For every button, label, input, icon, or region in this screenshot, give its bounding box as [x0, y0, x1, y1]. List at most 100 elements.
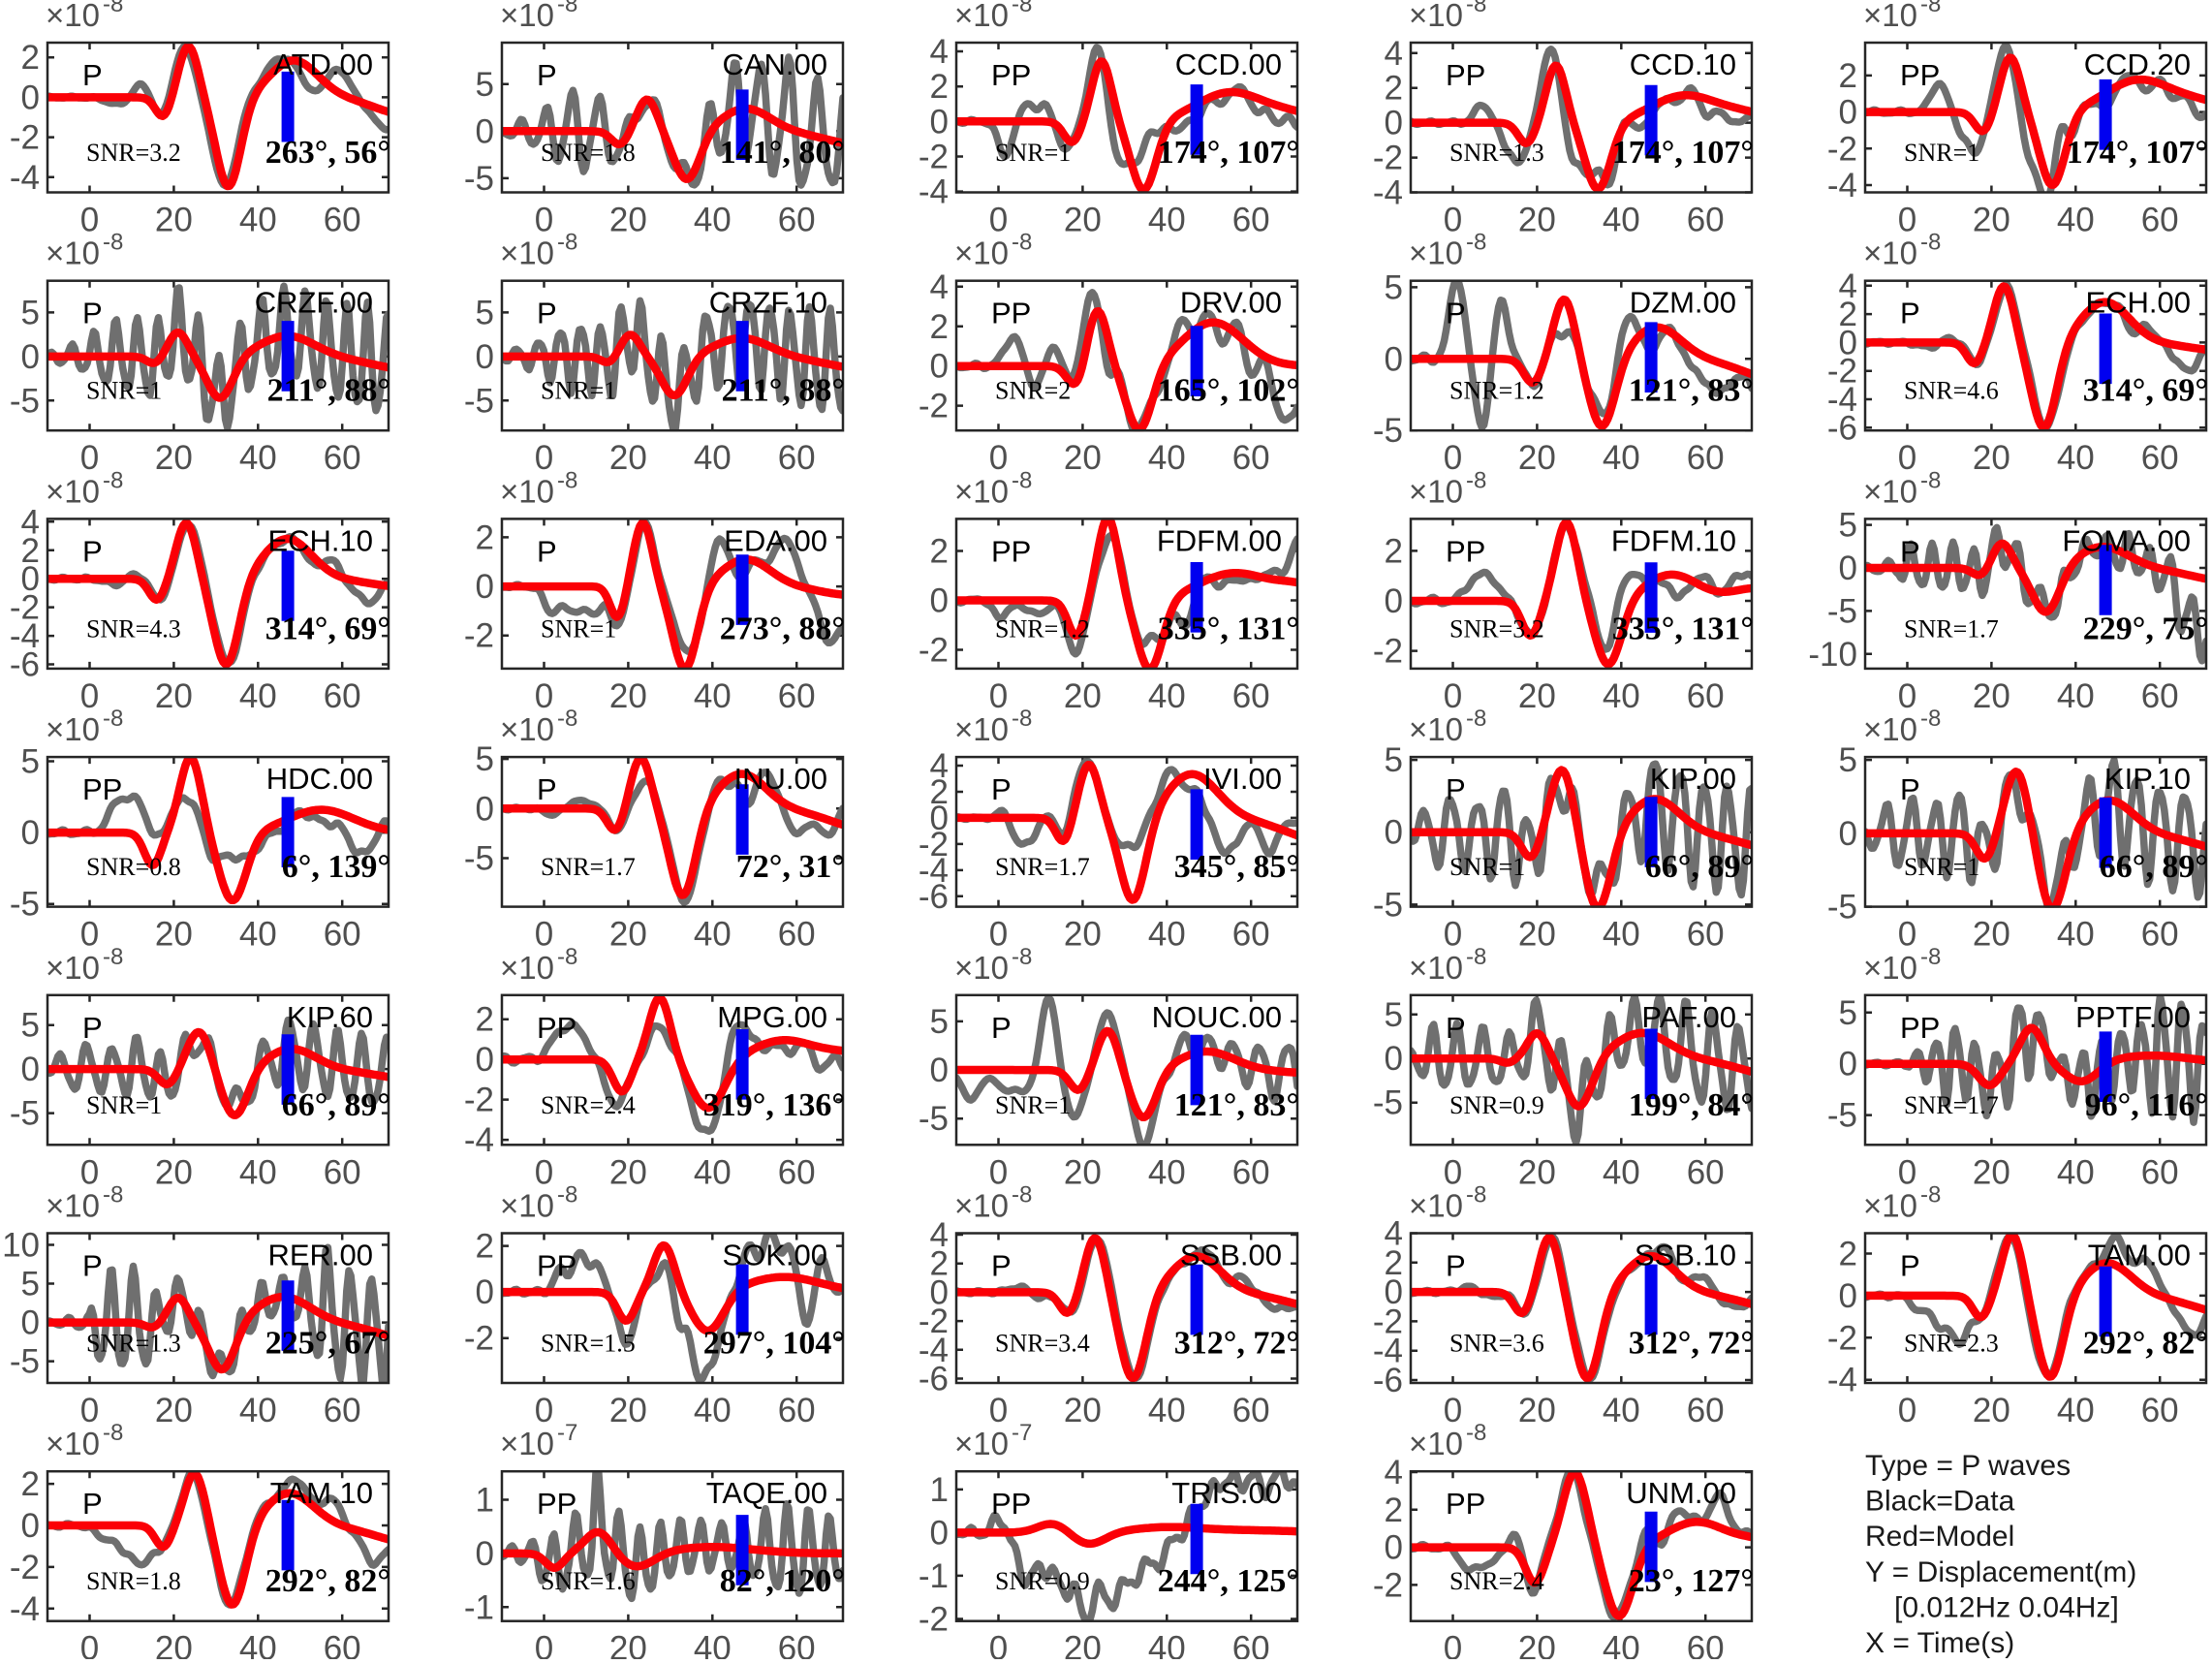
svg-text:60: 60 — [2141, 1392, 2179, 1429]
svg-text:-5: -5 — [1827, 889, 1857, 926]
svg-text:0: 0 — [476, 568, 494, 606]
svg-text:0: 0 — [1385, 582, 1403, 620]
svg-text:40: 40 — [1603, 1392, 1640, 1429]
svg-text:-5: -5 — [10, 886, 40, 924]
svg-text:SNR=1: SNR=1 — [1904, 853, 1979, 881]
svg-text:60: 60 — [1232, 1630, 1270, 1659]
svg-text:0: 0 — [1385, 1529, 1403, 1567]
svg-text:40: 40 — [694, 677, 732, 715]
svg-text:5: 5 — [1385, 996, 1403, 1034]
svg-text:20: 20 — [1518, 677, 1556, 715]
svg-text:20: 20 — [1518, 1153, 1556, 1191]
svg-text:SNR=1.5: SNR=1.5 — [541, 1330, 636, 1358]
svg-text:×10-7: ×10 -7 — [954, 1420, 1032, 1461]
svg-text:60: 60 — [1687, 1153, 1725, 1191]
svg-text:0: 0 — [989, 1153, 1008, 1191]
svg-text:P: P — [537, 772, 557, 806]
svg-text:0: 0 — [535, 677, 553, 715]
svg-text:SNR=1.2: SNR=1.2 — [1449, 377, 1544, 405]
svg-text:-6: -6 — [1827, 409, 1857, 447]
svg-text:40: 40 — [2057, 1392, 2095, 1429]
svg-text:0: 0 — [1385, 340, 1403, 378]
svg-text:-2: -2 — [1373, 1303, 1403, 1340]
svg-text:5: 5 — [476, 294, 494, 331]
svg-text:P: P — [1446, 297, 1466, 330]
svg-text:PP: PP — [537, 1011, 576, 1045]
svg-text:0: 0 — [21, 78, 40, 116]
svg-text:PP: PP — [1446, 58, 1485, 92]
svg-text:60: 60 — [1687, 916, 1725, 954]
svg-text:P: P — [991, 1011, 1012, 1045]
svg-text:0: 0 — [476, 1535, 494, 1573]
svg-text:40: 40 — [239, 1630, 277, 1659]
svg-text:60: 60 — [778, 1630, 816, 1659]
svg-text:2: 2 — [476, 518, 494, 556]
svg-text:RER.00: RER.00 — [267, 1239, 373, 1272]
svg-text:2: 2 — [476, 1228, 494, 1266]
svg-text:0: 0 — [21, 1304, 40, 1342]
svg-text:244°, 125°: 244°, 125° — [1158, 1563, 1299, 1599]
svg-text:20: 20 — [1973, 1392, 2010, 1429]
svg-text:[0.012Hz 0.04Hz]: [0.012Hz 0.04Hz] — [1865, 1591, 2119, 1623]
svg-text:20: 20 — [609, 1153, 647, 1191]
svg-text:-2: -2 — [464, 1082, 494, 1119]
svg-text:40: 40 — [239, 1392, 277, 1429]
svg-text:KIP.60: KIP.60 — [287, 1000, 373, 1034]
svg-text:SNR=3.4: SNR=3.4 — [995, 1330, 1090, 1358]
svg-text:DZM.00: DZM.00 — [1630, 286, 1736, 320]
svg-text:-2: -2 — [1827, 130, 1857, 168]
svg-text:60: 60 — [324, 439, 361, 477]
svg-text:5: 5 — [21, 1266, 40, 1303]
svg-text:-2: -2 — [10, 1549, 40, 1586]
svg-text:SNR=1: SNR=1 — [995, 139, 1071, 167]
svg-text:40: 40 — [239, 677, 277, 715]
svg-text:SNR=3.2: SNR=3.2 — [1449, 614, 1544, 643]
svg-text:-4: -4 — [919, 852, 949, 890]
svg-text:20: 20 — [155, 1392, 193, 1429]
svg-text:0: 0 — [21, 814, 40, 852]
svg-text:0: 0 — [1385, 1040, 1403, 1078]
svg-text:SNR=1.8: SNR=1.8 — [86, 1567, 181, 1595]
svg-text:-2: -2 — [1373, 140, 1403, 177]
svg-text:SOK.00: SOK.00 — [722, 1239, 827, 1272]
svg-text:×10-8: ×10 -8 — [1409, 0, 1486, 33]
svg-text:314°, 69°: 314°, 69° — [265, 611, 390, 646]
svg-text:-2: -2 — [919, 1303, 949, 1340]
svg-text:335°, 131°: 335°, 131° — [1612, 611, 1754, 646]
svg-text:×10-8: ×10 -8 — [46, 944, 123, 986]
svg-text:P: P — [82, 1487, 103, 1521]
svg-text:P: P — [1900, 297, 1920, 330]
svg-text:60: 60 — [778, 1153, 816, 1191]
svg-text:60: 60 — [324, 1153, 361, 1191]
svg-text:121°, 83°: 121°, 83° — [1174, 1087, 1299, 1123]
svg-text:CAN.00: CAN.00 — [722, 47, 827, 81]
svg-text:211°, 88°: 211°, 88° — [267, 373, 390, 409]
svg-text:SNR=1.8: SNR=1.8 — [541, 139, 636, 167]
svg-text:TAM.10: TAM.10 — [270, 1476, 373, 1510]
svg-text:60: 60 — [324, 677, 361, 715]
svg-text:-2: -2 — [1827, 353, 1857, 391]
svg-text:20: 20 — [155, 202, 193, 239]
svg-text:0: 0 — [535, 202, 553, 239]
svg-text:0: 0 — [1898, 916, 1916, 954]
svg-text:0: 0 — [21, 1051, 40, 1088]
svg-text:6°, 139°: 6°, 139° — [282, 849, 390, 885]
svg-text:FDFM.10: FDFM.10 — [1611, 523, 1736, 557]
svg-text:-4: -4 — [10, 1590, 40, 1628]
svg-text:40: 40 — [1603, 677, 1640, 715]
svg-text:-4: -4 — [1827, 381, 1857, 419]
svg-text:SNR=0.9: SNR=0.9 — [1449, 1091, 1544, 1119]
svg-text:4: 4 — [21, 503, 40, 541]
svg-text:0: 0 — [535, 1153, 553, 1191]
svg-text:0: 0 — [989, 916, 1008, 954]
svg-text:2: 2 — [1839, 57, 1857, 95]
svg-text:40: 40 — [1603, 439, 1640, 477]
svg-text:20: 20 — [609, 916, 647, 954]
svg-text:0: 0 — [930, 348, 949, 386]
svg-text:40: 40 — [1603, 916, 1640, 954]
svg-text:0: 0 — [1898, 1392, 1916, 1429]
svg-text:60: 60 — [1232, 202, 1270, 239]
svg-text:4: 4 — [1385, 35, 1403, 73]
svg-text:40: 40 — [1148, 202, 1186, 239]
svg-text:0: 0 — [476, 112, 494, 150]
